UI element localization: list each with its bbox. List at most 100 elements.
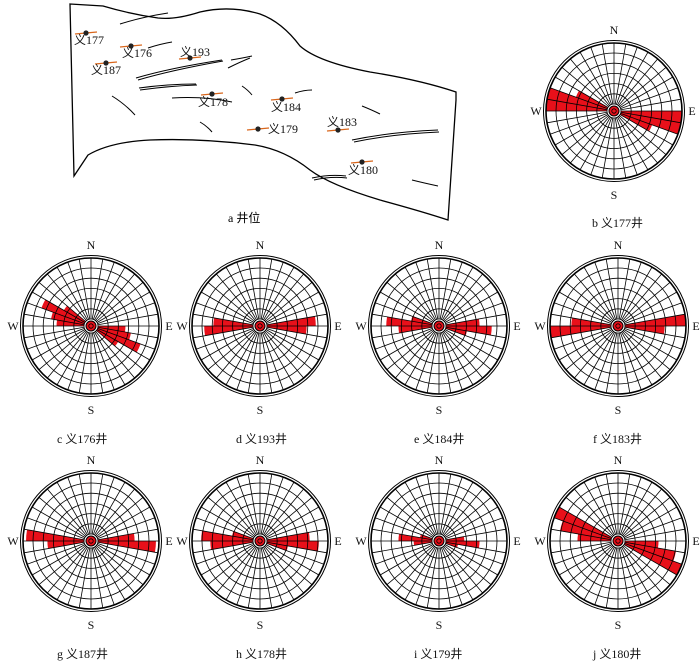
rose-center	[257, 538, 263, 544]
rose-petal	[266, 541, 319, 552]
well-dot	[128, 43, 134, 49]
compass-label-e: E	[692, 534, 699, 548]
compass-label-n: N	[435, 238, 444, 252]
rose-outer-ring	[545, 42, 683, 180]
rose-grid	[545, 42, 683, 180]
rose-grid	[549, 472, 687, 610]
rose-diagram-179: N S W E	[355, 452, 523, 637]
well-label: 义176	[122, 46, 152, 60]
compass-label-n: N	[435, 453, 444, 467]
rose-center	[254, 535, 266, 547]
rose-svg: N S W E	[530, 23, 695, 202]
compass-label-n: N	[87, 453, 96, 467]
rose-petal	[97, 327, 131, 340]
rose-petal	[97, 328, 141, 353]
rose-outer-ring	[22, 257, 160, 395]
compass-label-n: N	[256, 453, 265, 467]
rose-petal	[420, 534, 433, 540]
rose-petal	[96, 329, 119, 347]
rose-petal	[624, 543, 682, 575]
rose-svg: N S W E	[7, 453, 172, 632]
well-dot	[335, 127, 341, 133]
compass-label-e: E	[688, 104, 695, 118]
compass-label-s: S	[436, 618, 443, 632]
rose-petal	[266, 316, 316, 326]
rose-petal	[26, 529, 85, 541]
well-dot	[279, 96, 285, 102]
rose-diagram-180: N S W E	[534, 452, 700, 637]
rose-center	[612, 535, 624, 547]
well-dot	[83, 30, 89, 36]
rose-grid	[191, 472, 329, 610]
rose-diagram-178: N S W E	[176, 452, 344, 637]
rose-caption-184: e 义184井	[414, 432, 465, 446]
compass-label-n: N	[256, 238, 265, 252]
map-caption: a 井位	[228, 210, 260, 225]
compass-label-w: W	[7, 319, 19, 333]
compass-label-n: N	[87, 238, 96, 252]
rose-center	[433, 535, 445, 547]
rose-outer-ring	[22, 472, 160, 610]
rose-outer-ring	[20, 255, 162, 397]
rose-petal	[445, 326, 492, 336]
rose-caption-177: b 义177井	[592, 216, 644, 230]
rose-svg: N S W E	[355, 238, 520, 417]
rose-petal	[97, 541, 156, 553]
well-label: 义179	[268, 122, 298, 136]
rose-petal	[445, 327, 467, 336]
compass-label-w: W	[355, 319, 367, 333]
well-markers: 义177 义176 义193 义187 义178 义184 义179 义183 义180	[74, 30, 378, 177]
rose-petal	[41, 299, 85, 324]
rose-diagram-183: N S W E	[534, 237, 700, 422]
rose-outer-ring	[547, 470, 689, 612]
well-label: 义187	[91, 63, 121, 77]
rose-center	[433, 320, 445, 332]
rose-svg: N S W E	[355, 453, 520, 632]
rose-petal	[232, 531, 254, 540]
rose-svg: N S W E	[534, 453, 699, 632]
rose-center	[254, 320, 266, 332]
well-dot	[359, 159, 365, 165]
rose-center	[88, 538, 94, 544]
rose-diagram-193: N S W E	[176, 237, 344, 422]
rose-center	[615, 323, 621, 329]
compass-label-e: E	[334, 534, 341, 548]
rose-outer-ring	[368, 255, 510, 397]
compass-label-w: W	[534, 534, 546, 548]
map-outline	[69, 3, 457, 221]
rose-petal	[204, 326, 254, 336]
rose-petal	[63, 305, 86, 323]
well-label: 义184	[271, 100, 301, 114]
compass-label-w: W	[7, 534, 19, 548]
compass-label-s: S	[88, 618, 95, 632]
rose-grid	[191, 257, 329, 395]
rose-outer-ring	[20, 470, 162, 612]
rose-diagram-187: N S W E	[7, 452, 175, 637]
rose-petal	[51, 312, 85, 325]
rose-petal	[620, 112, 681, 135]
compass-label-s: S	[615, 618, 622, 632]
well-location-map: 义177 义176 义193 义187 义178 义184 义179 义183 义180 a 井…	[69, 3, 457, 225]
compass-label-e: E	[513, 319, 520, 333]
rose-outer-ring	[191, 472, 329, 610]
rose-outer-ring	[189, 255, 331, 397]
rose-caption-178: h 义178井	[236, 647, 288, 661]
fracture-traces	[111, 12, 440, 187]
rose-outer-ring	[549, 257, 687, 395]
compass-label-e: E	[692, 319, 699, 333]
well-dot	[209, 91, 215, 97]
rose-outer-ring	[191, 257, 329, 395]
rose-caption-180: j 义180井	[593, 647, 642, 661]
rose-diagram-184: N S W E	[355, 237, 523, 422]
rose-petal	[547, 87, 608, 110]
rose-center	[85, 320, 97, 332]
rose-outer-ring	[547, 255, 689, 397]
rose-petal	[201, 530, 254, 541]
rose-center	[85, 535, 97, 547]
rose-caption-193: d 义193井	[236, 432, 288, 446]
rose-center	[436, 538, 442, 544]
well-label: 义183	[327, 115, 357, 129]
compass-label-s: S	[88, 403, 95, 417]
rose-outer-ring	[549, 472, 687, 610]
rose-svg: N S W E	[176, 238, 341, 417]
